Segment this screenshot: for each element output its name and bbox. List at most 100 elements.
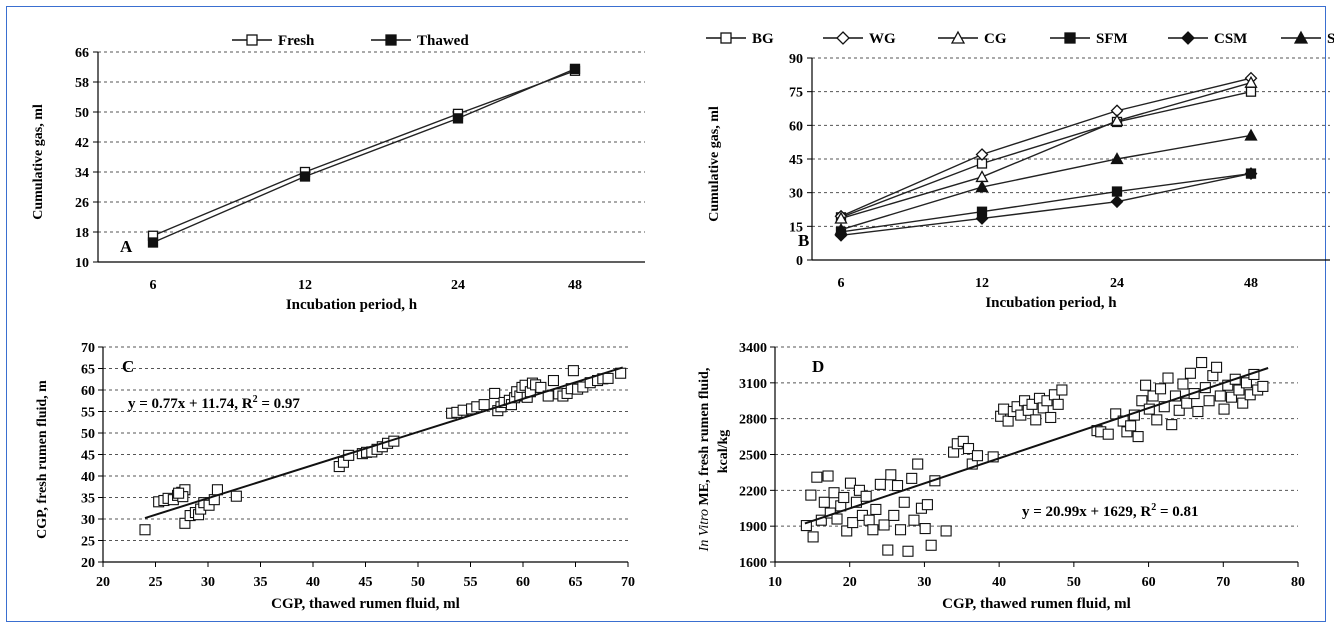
data-point-sbm xyxy=(1110,152,1124,165)
data-point xyxy=(1177,378,1189,390)
y-tick-label: 45 xyxy=(81,449,95,464)
data-point-thawed xyxy=(299,171,311,182)
regression-equation: y = 20.99x + 1629, R2 = 0.81 xyxy=(1022,502,1199,520)
data-point-cg xyxy=(975,170,989,183)
x-tick-label: 25 xyxy=(149,575,163,590)
y-tick-label: 45 xyxy=(789,153,803,168)
data-point xyxy=(1257,380,1269,392)
data-point xyxy=(885,469,897,481)
x-tick-label: 40 xyxy=(306,575,320,590)
regression-equation: y = 0.77x + 11.74, R2 = 0.97 xyxy=(128,394,300,412)
y-axis-title: CGP, fresh rumen fluid, m xyxy=(35,380,50,539)
y-axis-title-line2: kcal/kg xyxy=(716,430,731,474)
data-point xyxy=(940,525,952,537)
x-axis-title: Incubation period, h xyxy=(985,295,1117,311)
data-point xyxy=(1214,390,1226,402)
x-axis-title: Incubation period, h xyxy=(286,297,418,313)
data-point xyxy=(1203,395,1215,407)
data-point xyxy=(860,490,872,502)
data-point xyxy=(139,524,151,536)
legend-marker-cg xyxy=(950,30,966,44)
legend-label-wg: WG xyxy=(869,31,896,47)
data-point xyxy=(878,519,890,531)
y-tick-label: 3100 xyxy=(739,377,767,392)
series-line-fresh xyxy=(152,70,576,237)
legend-label-thawed: Thawed xyxy=(417,33,469,49)
y-tick-label: 65 xyxy=(81,363,95,378)
y-axis-title: In Vitro ME, fresh rumen fluid, xyxy=(697,368,712,553)
data-point xyxy=(838,491,850,504)
data-point xyxy=(841,525,853,537)
trend-line xyxy=(804,367,1269,525)
legend-marker-fresh xyxy=(246,34,258,46)
series-line-csm xyxy=(840,172,1252,237)
data-point xyxy=(987,451,999,463)
y-tick-label: 2800 xyxy=(739,413,767,428)
data-point xyxy=(1102,428,1114,440)
data-point xyxy=(1218,403,1230,415)
x-tick-label: 48 xyxy=(1244,276,1258,291)
data-point xyxy=(1173,404,1185,416)
y-tick-label: 10 xyxy=(75,256,89,271)
y-tick-label: 30 xyxy=(81,513,95,528)
data-point-thawed xyxy=(569,63,581,75)
x-tick-label: 45 xyxy=(359,575,373,590)
data-point xyxy=(1225,391,1238,403)
data-point xyxy=(874,478,886,490)
x-tick-label: 60 xyxy=(1142,575,1156,590)
data-point xyxy=(919,523,931,535)
x-tick-label: 35 xyxy=(254,575,268,590)
figure-frame xyxy=(6,6,1326,622)
y-tick-label: 75 xyxy=(789,86,803,101)
y-tick-label: 18 xyxy=(75,226,89,241)
y-tick-label: 26 xyxy=(75,196,89,211)
series-line-bg xyxy=(840,90,1252,219)
data-point xyxy=(847,517,859,529)
data-point xyxy=(1166,419,1178,431)
data-point xyxy=(1169,390,1182,402)
data-point xyxy=(1151,414,1163,426)
panel-label: D xyxy=(812,357,824,376)
x-tick-label: 65 xyxy=(569,575,583,590)
legend-marker-bg xyxy=(720,32,732,44)
x-tick-label: 30 xyxy=(201,575,215,590)
y-tick-label: 42 xyxy=(75,136,89,151)
legend-marker-sfm xyxy=(1064,32,1076,44)
legend-label-csm: CSM xyxy=(1214,31,1247,47)
y-tick-label: 66 xyxy=(75,46,89,61)
y-tick-label: 90 xyxy=(789,52,803,67)
data-point xyxy=(853,484,865,496)
data-point xyxy=(1222,379,1234,391)
data-point xyxy=(1041,395,1053,407)
data-point-sbm xyxy=(834,222,848,235)
legend-label-sbm: SBM xyxy=(1327,31,1334,47)
data-point xyxy=(807,531,819,543)
data-point xyxy=(1233,384,1245,396)
data-point-sbm xyxy=(1244,128,1258,141)
panel-label: A xyxy=(120,237,133,256)
y-tick-label: 20 xyxy=(81,556,95,571)
data-point xyxy=(1030,414,1042,426)
data-point xyxy=(1125,420,1137,432)
data-point xyxy=(1154,383,1167,395)
data-point xyxy=(831,513,843,525)
panel-label: C xyxy=(122,357,134,376)
data-point xyxy=(828,487,840,499)
x-tick-label: 48 xyxy=(568,278,582,293)
x-tick-label: 12 xyxy=(298,278,312,293)
data-point xyxy=(1158,401,1170,413)
x-tick-label: 24 xyxy=(1110,276,1124,291)
x-tick-label: 60 xyxy=(516,575,530,590)
data-point xyxy=(1147,390,1159,402)
data-point xyxy=(1052,398,1064,410)
data-point-cg xyxy=(1244,75,1258,88)
y-tick-label: 15 xyxy=(789,220,803,235)
panel-d: 1600 1900 2200 2500 2800 3100 3400 10 20 30 40 50 60… xyxy=(697,341,1305,612)
x-tick-label: 10 xyxy=(768,575,782,590)
legend: Fresh Thawed xyxy=(232,33,469,49)
data-point xyxy=(1136,395,1148,407)
y-tick-label: 0 xyxy=(796,254,803,269)
y-tick-label: 2200 xyxy=(739,484,767,499)
y-tick-label: 3400 xyxy=(739,341,767,356)
